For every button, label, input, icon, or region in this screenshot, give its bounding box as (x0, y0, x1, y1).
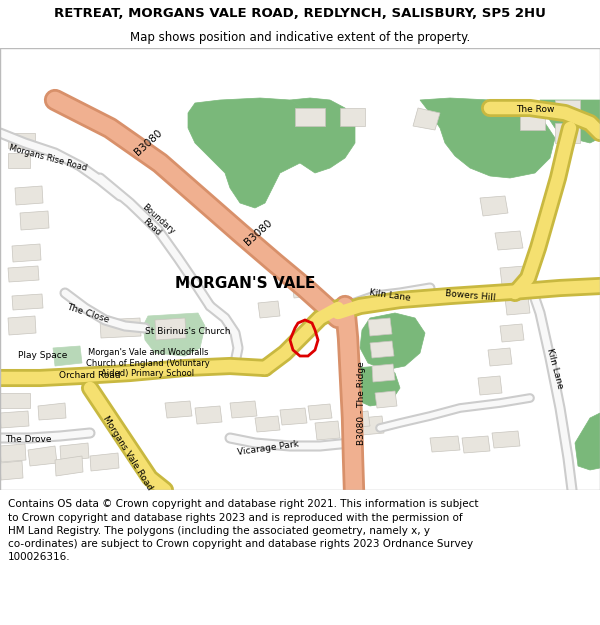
Text: Contains OS data © Crown copyright and database right 2021. This information is : Contains OS data © Crown copyright and d… (8, 499, 478, 562)
Polygon shape (495, 231, 523, 250)
Text: Kiln Lane: Kiln Lane (545, 347, 565, 389)
Polygon shape (360, 416, 384, 435)
Text: The Drove: The Drove (5, 436, 51, 444)
Polygon shape (15, 186, 43, 205)
Polygon shape (20, 211, 49, 230)
Polygon shape (315, 421, 340, 440)
Text: Map shows position and indicative extent of the property.: Map shows position and indicative extent… (130, 31, 470, 44)
Polygon shape (255, 416, 280, 432)
Polygon shape (100, 318, 141, 338)
Polygon shape (165, 401, 192, 418)
Text: B3080: B3080 (242, 218, 274, 248)
Polygon shape (290, 98, 355, 173)
Polygon shape (413, 108, 440, 130)
Polygon shape (540, 100, 600, 143)
Polygon shape (370, 341, 394, 358)
Polygon shape (295, 108, 325, 126)
Polygon shape (500, 266, 527, 285)
Text: Morgans Rise Road: Morgans Rise Road (8, 143, 88, 172)
Text: B3080 - The Ridge: B3080 - The Ridge (358, 361, 367, 445)
Polygon shape (505, 296, 530, 315)
Polygon shape (12, 294, 43, 310)
Text: B3080: B3080 (132, 128, 164, 158)
Polygon shape (555, 123, 580, 143)
Polygon shape (420, 98, 555, 178)
Polygon shape (292, 281, 314, 298)
Polygon shape (90, 453, 119, 471)
Text: RETREAT, MORGANS VALE ROAD, REDLYNCH, SALISBURY, SP5 2HU: RETREAT, MORGANS VALE ROAD, REDLYNCH, SA… (54, 7, 546, 20)
Polygon shape (520, 113, 545, 130)
Polygon shape (480, 196, 508, 216)
Polygon shape (555, 100, 580, 116)
Polygon shape (488, 348, 512, 366)
Polygon shape (0, 444, 26, 462)
Text: Boundary
Road: Boundary Road (133, 202, 176, 244)
Polygon shape (280, 408, 307, 425)
Polygon shape (60, 443, 89, 461)
Text: MORGAN'S VALE: MORGAN'S VALE (175, 276, 315, 291)
Polygon shape (575, 413, 600, 470)
Text: Morgans Vale Road: Morgans Vale Road (101, 414, 155, 492)
Polygon shape (8, 153, 30, 168)
Polygon shape (0, 393, 30, 408)
Text: The Close: The Close (65, 302, 110, 324)
Polygon shape (372, 364, 395, 382)
Polygon shape (230, 401, 257, 418)
Polygon shape (500, 324, 524, 342)
Polygon shape (28, 446, 57, 466)
Polygon shape (478, 376, 502, 395)
Polygon shape (8, 316, 36, 335)
Polygon shape (368, 318, 392, 336)
Polygon shape (155, 318, 186, 340)
Text: Play Space: Play Space (19, 351, 68, 361)
Polygon shape (340, 108, 365, 126)
Polygon shape (308, 404, 332, 420)
Polygon shape (53, 346, 82, 366)
Polygon shape (8, 133, 35, 148)
Text: Kiln Lane: Kiln Lane (369, 288, 411, 302)
Polygon shape (55, 456, 83, 476)
Text: Vicarage Park: Vicarage Park (236, 439, 299, 457)
Polygon shape (345, 411, 370, 428)
Polygon shape (375, 391, 397, 408)
Text: Bowers Hill: Bowers Hill (445, 289, 496, 302)
Polygon shape (348, 366, 400, 406)
Polygon shape (0, 461, 23, 480)
Polygon shape (143, 313, 205, 356)
Text: The Row: The Row (516, 106, 554, 114)
Polygon shape (0, 411, 29, 428)
Polygon shape (188, 98, 320, 208)
Polygon shape (195, 406, 222, 424)
Polygon shape (462, 436, 490, 453)
Polygon shape (258, 301, 280, 318)
Polygon shape (8, 266, 39, 282)
Polygon shape (360, 313, 425, 370)
Polygon shape (430, 436, 460, 452)
Text: Orchard Road: Orchard Road (59, 371, 121, 381)
Polygon shape (38, 403, 66, 420)
Text: Morgan's Vale and Woodfalls
Church of England (Voluntary
Aided) Primary School: Morgan's Vale and Woodfalls Church of En… (86, 348, 210, 378)
Polygon shape (12, 244, 41, 262)
Text: St Birinus's Church: St Birinus's Church (145, 326, 231, 336)
Polygon shape (492, 431, 520, 448)
